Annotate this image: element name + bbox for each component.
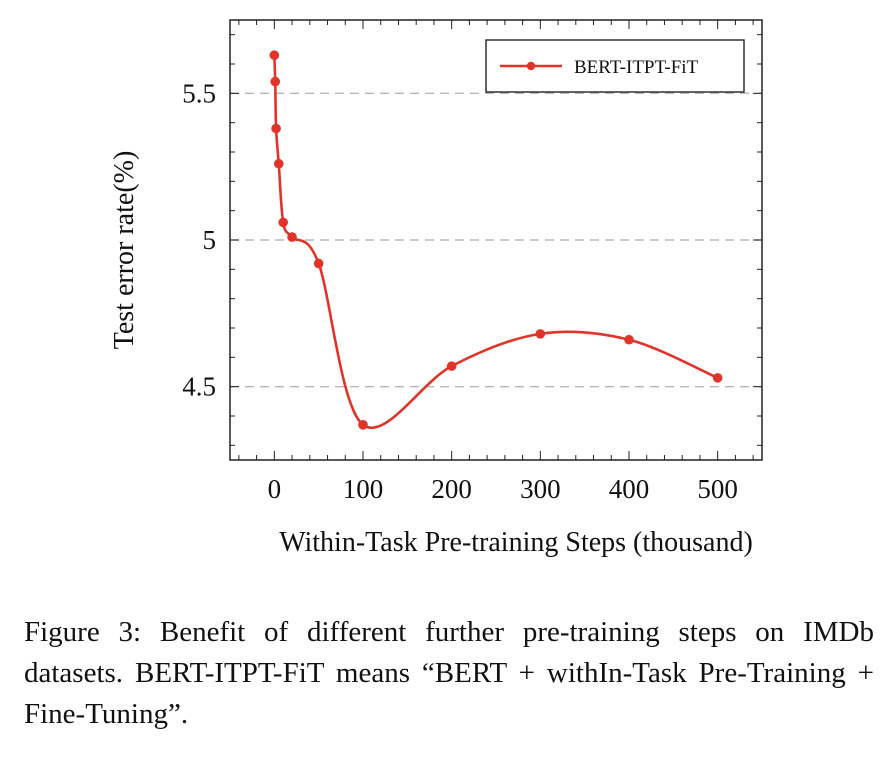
data-point [271, 123, 281, 134]
data-point [358, 420, 368, 430]
figure-caption: Figure 3: Benefit of different further p… [24, 616, 874, 730]
y-tick-label: 5.5 [182, 78, 216, 108]
data-point [287, 232, 297, 242]
data-point [446, 361, 457, 371]
series-line [273, 55, 719, 429]
x-tick-label: 200 [431, 474, 472, 504]
axis-labels: 0 100 200 300 400 500 4.5 5 5.5 Within-Task Pre-t… [109, 78, 753, 558]
data-point [624, 334, 634, 345]
x-tick-label: 100 [343, 474, 384, 504]
x-tick-label: 400 [609, 474, 650, 504]
data-point [273, 158, 284, 169]
series-layer [269, 50, 723, 430]
y-tick-label: 5 [203, 225, 217, 255]
legend: BERT-ITPT-FiT [485, 39, 745, 93]
axes [229, 19, 763, 461]
data-point [269, 50, 280, 60]
x-tick-label: 300 [520, 474, 561, 504]
data-point [270, 76, 281, 87]
line-chart-figure: BERT-ITPT-FiT 0 100 200 300 400 500 4.5 5 5.5 Wit… [109, 19, 763, 558]
x-tick-label: 0 [268, 474, 282, 504]
x-tick-label: 500 [697, 474, 738, 504]
x-axis-title: Within-Task Pre-training Steps (thousand… [279, 527, 753, 558]
y-tick-label: 4.5 [182, 372, 216, 402]
data-point [535, 329, 546, 339]
grid-lines [230, 92, 762, 388]
data-point [313, 258, 324, 269]
line-chart: BERT-ITPT-FiT 0 100 200 300 400 500 4.5 5 5.5 Wit… [109, 19, 763, 558]
data-point [712, 373, 723, 383]
data-point [278, 217, 289, 228]
legend-swatch-marker [526, 61, 536, 71]
y-axis-title: Test error rate(%) [109, 151, 140, 350]
legend-label: BERT-ITPT-FiT [574, 57, 699, 78]
